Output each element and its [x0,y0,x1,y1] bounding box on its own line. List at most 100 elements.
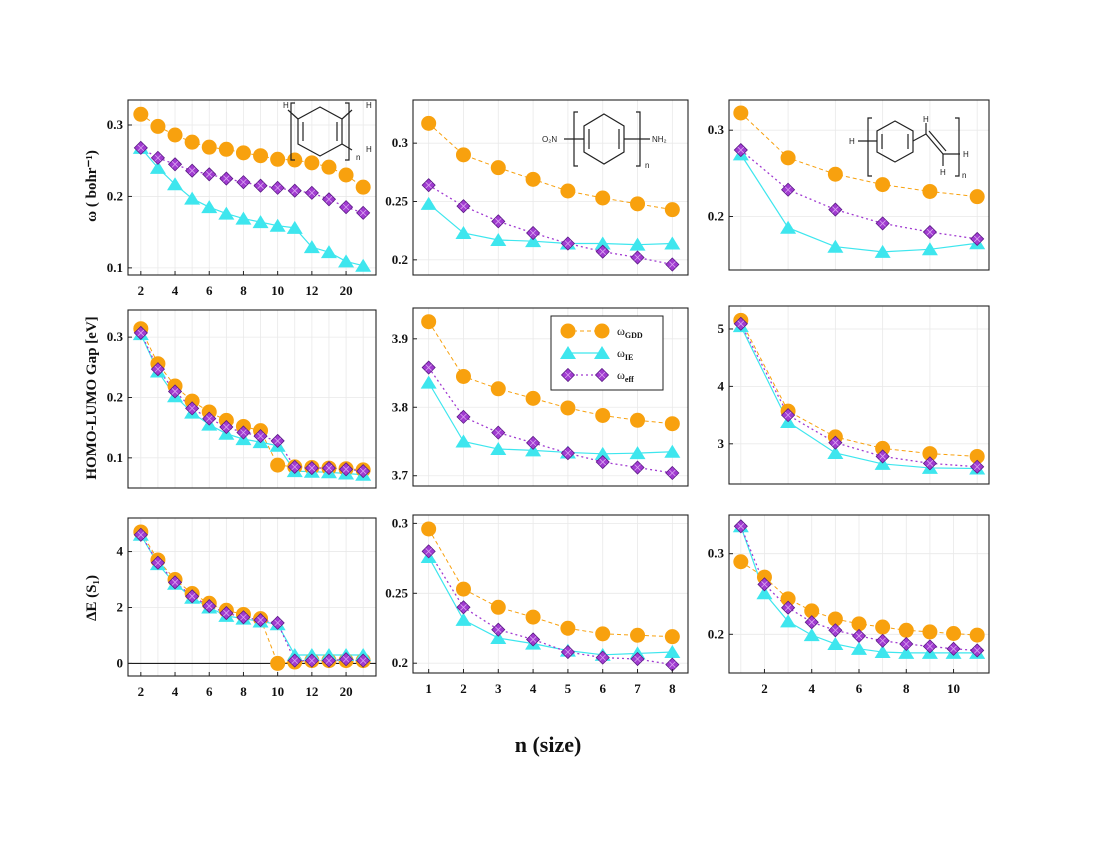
ytick-label-p1-1: 0.2 [107,188,123,203]
point-gdd-p8-5 [595,626,611,642]
frame-p8 [412,514,689,674]
panel-p9: 0.2 0.3 2 4 6 8 10 [708,514,990,696]
point-ie-p9-6 [874,645,891,659]
point-gdd-p9-2 [780,591,796,607]
mol2-n-label: n [645,161,649,170]
series-line-eff-p8 [428,551,673,666]
frame-p2 [412,99,689,276]
point-gdd-p8-6 [630,627,646,643]
panel-p4: 0.1 0.2 0.3 [107,309,377,489]
point-gdd-p2-7 [664,202,680,218]
point-ie-p1-10 [303,240,320,254]
point-ie-p5-7 [664,444,681,458]
grid-p3 [729,100,989,270]
legend-item-ie: ωIE [560,346,633,362]
xtick-label-p7-2: 6 [206,684,213,699]
point-gdd-p5-4 [560,400,576,416]
ytick-label-p5-1: 3.8 [392,399,409,414]
point-ie-p5-6 [629,446,646,460]
point-gdd-p9-7 [898,622,914,638]
grid-p8 [413,515,688,673]
point-ie-p9-4 [827,636,844,650]
mol1-h-left: H [283,101,289,110]
ytick-label-p8-1: 0.25 [385,585,408,600]
panel-p6: 3 4 5 [718,305,990,485]
point-ie-p9-7 [898,645,915,659]
ytick-label-p6-1: 4 [718,378,725,393]
point-gdd-p2-5 [595,190,611,206]
xtick-label-p1-0: 2 [138,283,145,298]
point-ie-p2-7 [664,236,681,250]
xtick-label-p8-3: 4 [530,681,537,696]
xtick-label-p1-3: 8 [240,283,247,298]
ytick-label-p2-1: 0.25 [385,194,408,209]
xtick-label-p7-3: 8 [240,684,247,699]
point-gdd-p5-3 [525,390,541,406]
point-gdd-p1-2 [167,127,183,143]
point-ie-p1-11 [320,245,337,259]
molecule-structure-1: H H H n [283,101,372,162]
point-ie-p1-7 [252,215,269,229]
point-ie-p1-8 [269,218,286,232]
point-gdd-p1-10 [304,155,320,171]
ytick-label-p1-0: 0.1 [107,260,123,275]
point-gdd-p2-3 [525,171,541,187]
point-ie-p1-6 [235,211,252,225]
grid-p6 [729,306,989,484]
point-gdd-p2-2 [490,160,506,176]
ylabel-omega: ω ( bohr⁻¹) [84,150,100,222]
xtick-label-p8-7: 8 [669,681,676,696]
mol1-h-bottom: H [366,145,372,154]
point-gdd-p5-6 [630,412,646,428]
point-gdd-p9-3 [804,603,820,619]
series-line-ie-p2 [428,203,673,246]
grid-p7 [128,518,376,676]
point-gdd-p2-1 [455,147,471,163]
xtick-label-p8-6: 7 [634,681,641,696]
point-ie-p1-12 [338,254,355,268]
frame-p4 [127,309,377,489]
point-gdd-p3-4 [922,183,938,199]
point-gdd-p8-4 [560,620,576,636]
ytick-label-p7-1: 2 [117,599,124,614]
point-ie-p9-3 [803,628,820,642]
series-line-gdd-p6 [740,320,978,457]
point-gdd-p9-8 [922,624,938,640]
point-gdd-p2-4 [560,183,576,199]
point-gdd-p1-7 [253,148,269,164]
point-gdd-p5-5 [595,407,611,423]
point-gdd-p1-5 [218,141,234,157]
point-ie-p3-2 [827,239,844,253]
point-gdd-p4-8 [270,457,286,473]
point-gdd-p5-1 [455,368,471,384]
panel-p3: 0.2 0.3 [708,99,990,271]
point-ie-p2-0 [420,196,437,210]
xtick-label-p7-5: 12 [305,684,318,699]
xtick-label-p1-4: 10 [271,283,284,298]
point-gdd-p5-7 [664,416,680,432]
ytick-label-p7-2: 4 [117,544,124,559]
legend-marker-left-ie [560,346,576,359]
xlabel-n-size: n (size) [515,732,582,757]
point-gdd-p8-3 [525,609,541,625]
xtick-label-p9-3: 8 [903,681,910,696]
point-ie-p3-3 [874,244,891,258]
point-gdd-p9-0 [733,554,749,570]
series-line-eff-p6 [740,323,978,468]
point-gdd-p1-8 [270,151,286,167]
point-gdd-p9-1 [756,569,772,585]
point-gdd-p1-0 [133,106,149,122]
molecule-structure-3: H H H H n [849,115,969,180]
point-ie-p1-9 [286,220,303,234]
point-ie-p1-4 [201,200,218,214]
ytick-label-p9-1: 0.3 [708,546,725,561]
grid-p2 [413,100,688,275]
xtick-label-p8-2: 3 [495,681,502,696]
xtick-label-p8-0: 1 [425,681,432,696]
frame-p3 [728,99,990,271]
ytick-label-p5-2: 3.9 [392,331,409,346]
point-ie-p5-1 [455,434,472,448]
